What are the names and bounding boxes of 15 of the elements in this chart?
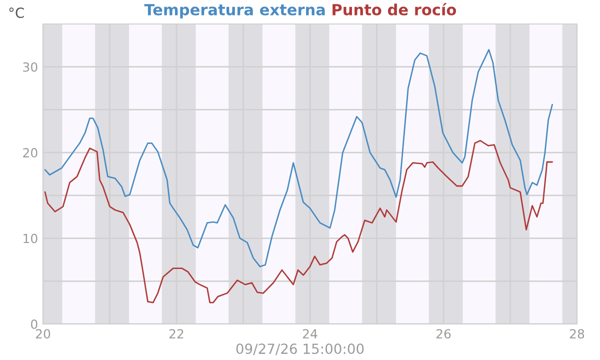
- x-tick-label: 22: [169, 329, 184, 338]
- line-series: [44, 49, 553, 268]
- x-tick-label: 24: [302, 329, 318, 338]
- text: 09/27/26 15:00:00: [236, 344, 364, 356]
- y-tick-label: 0: [31, 319, 38, 329]
- line-series: [44, 140, 553, 304]
- text: Punto de rocío: [332, 2, 456, 16]
- y-tick-label: 30: [23, 62, 38, 72]
- x-tick-label: 28: [570, 329, 584, 339]
- y-axis-title: °C: [9, 8, 24, 18]
- x-tick-label: 26: [436, 329, 451, 339]
- y-tick-label: 10: [24, 234, 38, 244]
- text: Temperatura externa: [144, 4, 325, 18]
- x-tick-label: 20: [36, 329, 50, 339]
- y-tick-label: 20: [23, 148, 38, 158]
